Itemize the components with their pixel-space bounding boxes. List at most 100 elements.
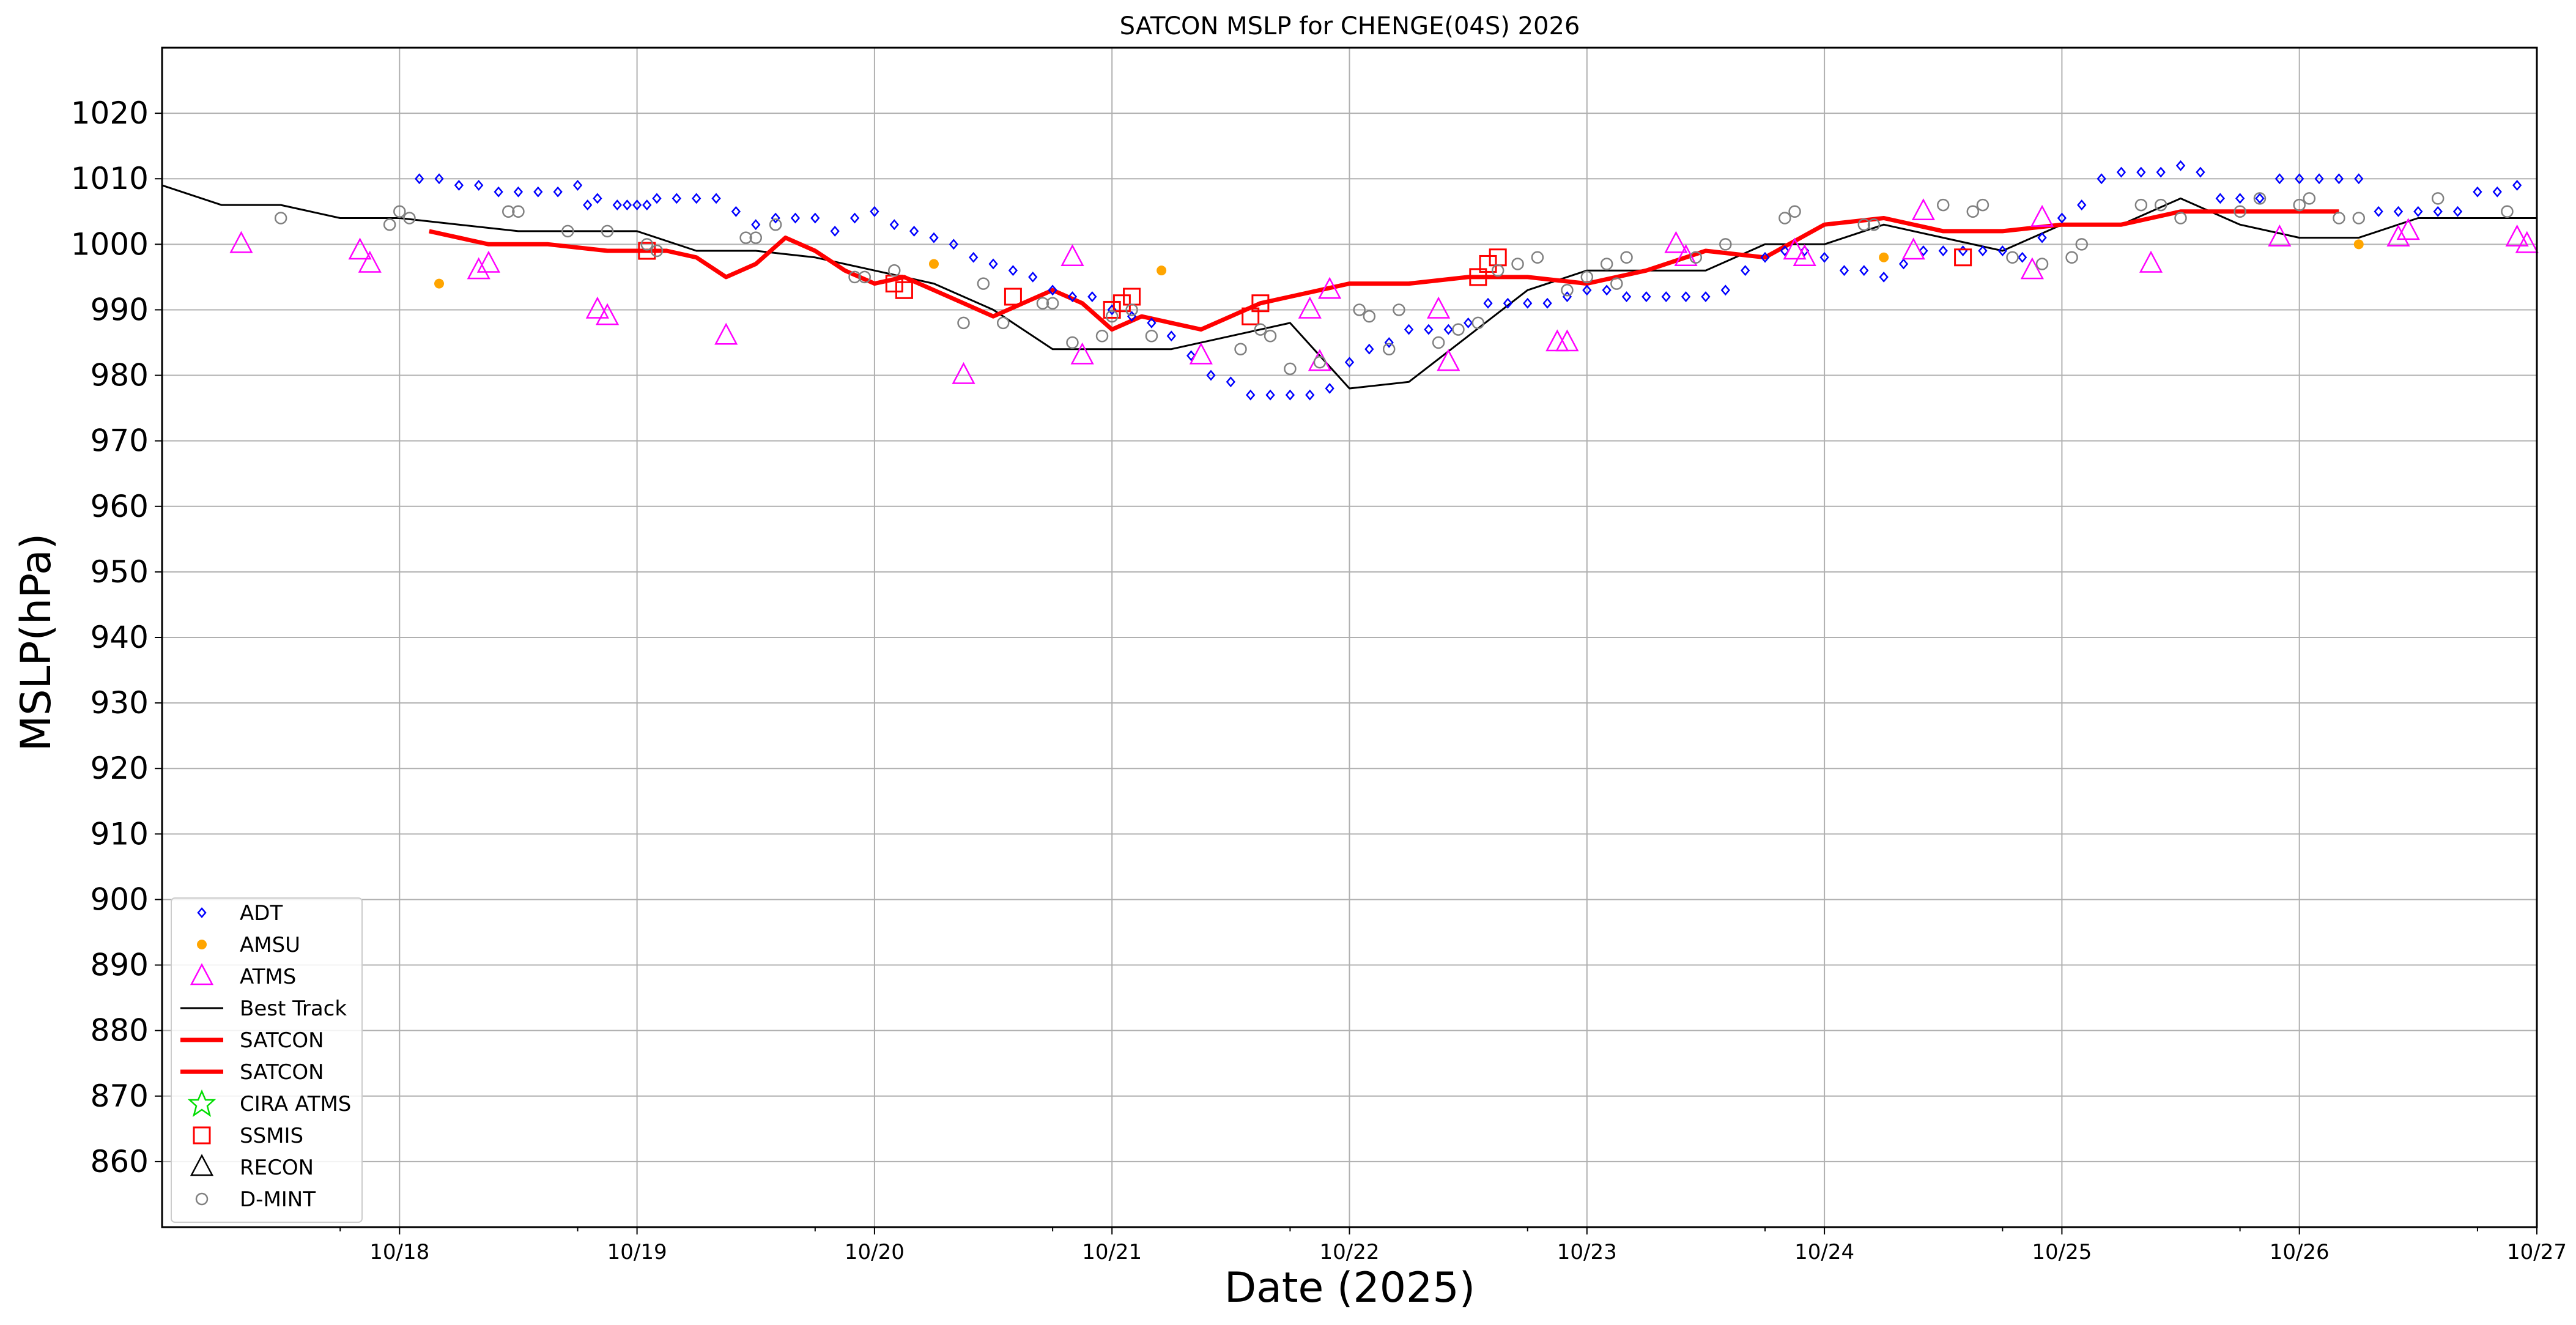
adt-point: [1780, 245, 1790, 256]
d-mint-point: [1610, 277, 1623, 290]
d-mint-point: [2253, 192, 2267, 205]
atms-point: [1783, 237, 1807, 260]
d-mint-point: [1452, 323, 1465, 336]
adt-point: [1087, 291, 1097, 302]
d-mint-point: [739, 231, 752, 244]
atms-point: [1901, 237, 1925, 260]
adt-point: [1325, 383, 1334, 394]
d-mint-point: [1620, 251, 1633, 264]
adt-point: [1859, 265, 1869, 277]
legend-entry: AMSU: [240, 933, 300, 957]
adt-point: [1819, 251, 1829, 263]
legend-entry: ATMS: [240, 965, 296, 989]
adt-point: [434, 173, 444, 185]
adt-point: [731, 206, 741, 217]
y-tick-label: 860: [91, 1144, 149, 1179]
d-mint-point: [2006, 251, 2019, 264]
adt-point: [1206, 369, 1216, 381]
d-mint-point: [769, 218, 782, 231]
d-mint-point: [749, 231, 762, 244]
legend-entry: SSMIS: [240, 1124, 303, 1148]
series-satcon: [429, 209, 2339, 332]
adt-point: [2057, 212, 2067, 224]
adt-point: [1879, 271, 1889, 283]
adt-point: [889, 219, 899, 231]
d-mint-point: [561, 225, 574, 238]
d-mint-point: [1432, 336, 1445, 349]
x-tick-label: 10/21: [1082, 1240, 1142, 1264]
y-tick-label: 870: [91, 1078, 149, 1114]
satcon-line: [429, 209, 2339, 332]
series-best-track: [161, 184, 2537, 390]
adt-point: [2215, 193, 2225, 204]
x-tick-label: 10/22: [1320, 1240, 1380, 1264]
atms-point: [1911, 198, 1935, 221]
adt-point: [2037, 232, 2047, 243]
adt-point: [1938, 245, 1948, 256]
d-mint-point: [1105, 310, 1119, 323]
d-mint-point: [957, 316, 970, 330]
x-tick-label: 10/19: [607, 1240, 667, 1264]
d-mint-point: [1976, 198, 1989, 212]
legend-entry: Best Track: [240, 997, 347, 1021]
adt-point: [1661, 291, 1671, 302]
atms-point: [952, 362, 975, 384]
y-tick-label: 980: [91, 358, 149, 393]
x-tick-label: 10/20: [845, 1240, 905, 1264]
d-mint-point: [888, 264, 901, 277]
adt-point: [593, 193, 602, 204]
series-layer: [161, 160, 2539, 401]
y-tick-label: 920: [91, 751, 149, 786]
d-mint-point: [1471, 316, 1485, 330]
adt-point: [1523, 297, 1533, 309]
d-mint-point: [2174, 212, 2187, 225]
adt-point: [1364, 343, 1374, 355]
d-mint-point: [848, 270, 861, 284]
adt-point: [1226, 376, 1235, 388]
d-mint-point: [1511, 258, 1524, 270]
adt-point: [2354, 173, 2364, 185]
d-mint-point: [1125, 303, 1138, 316]
adt-point: [2512, 180, 2522, 191]
d-mint-point: [1561, 284, 1574, 297]
adt-point: [583, 199, 593, 210]
adt-point: [1265, 389, 1275, 401]
adt-point: [672, 193, 681, 204]
adt-point: [1404, 324, 1414, 335]
d-mint-point: [1284, 362, 1297, 376]
ssmis-point: [895, 281, 913, 299]
adt-point: [1760, 251, 1770, 263]
adt-point: [969, 251, 979, 263]
y-tick-label: 1020: [71, 95, 149, 131]
d-mint-point: [2333, 212, 2345, 225]
atms-point: [1793, 244, 1816, 267]
amsu-point: [2353, 239, 2364, 250]
d-mint-point: [403, 212, 416, 225]
d-mint-point: [2134, 198, 2148, 212]
adt-point: [1048, 284, 1057, 296]
d-mint-point: [1600, 258, 1613, 270]
adt-point: [1186, 350, 1196, 362]
d-mint-point: [1867, 218, 1881, 231]
adt-point: [1166, 330, 1176, 342]
y-axis-label: MSLP(hPa): [12, 533, 61, 752]
d-mint-point: [1788, 205, 1801, 218]
d-mint-point: [1264, 330, 1277, 343]
adt-point: [2433, 206, 2443, 217]
d-mint-point: [2075, 238, 2089, 251]
ssmis-point: [1004, 288, 1022, 306]
adt-point: [2452, 206, 2463, 217]
d-mint-point: [274, 212, 287, 225]
atms-point: [1437, 349, 1460, 371]
d-mint-point: [393, 205, 406, 218]
adt-point: [2374, 206, 2383, 217]
x-tick-label: 10/25: [2032, 1240, 2092, 1264]
legend-entry: SATCON: [240, 1060, 324, 1085]
adt-point: [1028, 271, 1038, 283]
legend-marker: [193, 1126, 211, 1145]
x-axis-ticks: 10/18 10/19 10/20 10/21 10/22 10/23 10/24 10/25…: [339, 1227, 2567, 1264]
series-ssmis: [638, 242, 1972, 325]
legend-marker: [187, 1089, 217, 1117]
d-mint-point: [1145, 330, 1158, 343]
adt-point: [652, 193, 662, 204]
